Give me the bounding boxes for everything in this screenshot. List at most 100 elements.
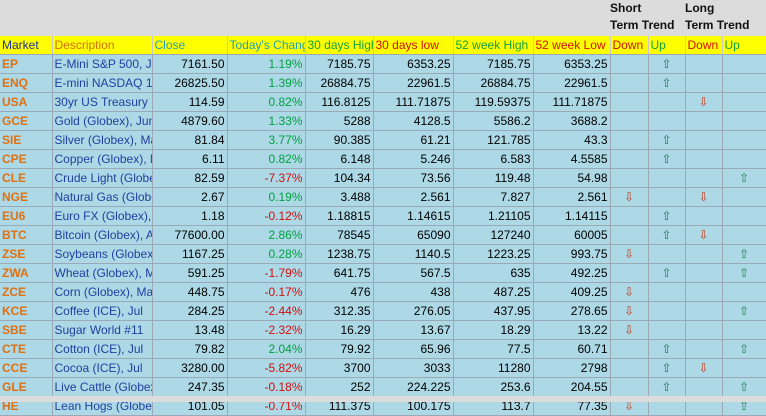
high-52-cell[interactable]: 18.29: [453, 320, 534, 340]
table-row[interactable]: GCE Gold (Globex), Jun 4879.60 1.33% 5288 412…: [0, 111, 766, 131]
high-30-cell[interactable]: 104.34: [305, 168, 374, 188]
high-30-cell[interactable]: 79.92: [305, 339, 374, 359]
description-cell[interactable]: Silver (Globex), May: [52, 130, 153, 150]
market-code[interactable]: GLE: [0, 377, 53, 397]
close-cell[interactable]: 591.25: [152, 263, 228, 283]
header-close[interactable]: Close: [152, 36, 228, 55]
low-30-cell[interactable]: 61.21: [373, 130, 454, 150]
close-cell[interactable]: 82.59: [152, 168, 228, 188]
high-30-cell[interactable]: 3700: [305, 358, 374, 378]
market-code[interactable]: USA: [0, 92, 53, 112]
table-row[interactable]: SBE Sugar World #11 13.48 -2.32% 16.29 13.67 1…: [0, 320, 766, 340]
low-30-cell[interactable]: 73.56: [373, 168, 454, 188]
description-cell[interactable]: Gold (Globex), Jun: [52, 111, 153, 131]
low-52-cell[interactable]: 13.22: [533, 320, 611, 340]
high-30-cell[interactable]: 1.18815: [305, 206, 374, 226]
low-30-cell[interactable]: 1.14615: [373, 206, 454, 226]
market-code[interactable]: CTE: [0, 339, 53, 359]
table-row[interactable]: CTE Cotton (ICE), Jul 79.82 2.04% 79.92 65.96…: [0, 339, 766, 359]
close-cell[interactable]: 81.84: [152, 130, 228, 150]
market-code[interactable]: ENQ: [0, 73, 53, 93]
high-30-cell[interactable]: 312.35: [305, 301, 374, 321]
low-30-cell[interactable]: 65.96: [373, 339, 454, 359]
close-cell[interactable]: 6.11: [152, 149, 228, 169]
close-cell[interactable]: 1.18: [152, 206, 228, 226]
market-code[interactable]: ZCE: [0, 282, 53, 302]
high-30-cell[interactable]: 6.148: [305, 149, 374, 169]
close-cell[interactable]: 4879.60: [152, 111, 228, 131]
description-cell[interactable]: Live Cattle (Globex): [52, 377, 153, 397]
low-30-cell[interactable]: 111.71875: [373, 92, 454, 112]
header-market[interactable]: Market: [0, 36, 53, 55]
change-cell[interactable]: -2.32%: [227, 320, 306, 340]
low-30-cell[interactable]: 438: [373, 282, 454, 302]
high-52-cell[interactable]: 1.21105: [453, 206, 534, 226]
market-code[interactable]: ZWA: [0, 263, 53, 283]
header-description[interactable]: Description: [52, 36, 153, 55]
market-code[interactable]: SBE: [0, 320, 53, 340]
low-30-cell[interactable]: 13.67: [373, 320, 454, 340]
low-52-cell[interactable]: 409.25: [533, 282, 611, 302]
high-30-cell[interactable]: 26884.75: [305, 73, 374, 93]
header-30-days-low[interactable]: 30 days low: [373, 36, 454, 55]
table-row[interactable]: KCE Coffee (ICE), Jul 284.25 -2.44% 312.35 27…: [0, 301, 766, 321]
high-52-cell[interactable]: 77.5: [453, 339, 534, 359]
description-cell[interactable]: E-mini NASDAQ 100: [52, 73, 153, 93]
table-row[interactable]: ZCE Corn (Globex), May 448.75 -0.17% 476 438 4…: [0, 282, 766, 302]
description-cell[interactable]: 30yr US Treasury Bond: [52, 92, 153, 112]
close-cell[interactable]: 114.59: [152, 92, 228, 112]
description-cell[interactable]: Euro FX (Globex), Jun: [52, 206, 153, 226]
description-cell[interactable]: Corn (Globex), May: [52, 282, 153, 302]
high-52-cell[interactable]: 6.583: [453, 149, 534, 169]
table-row[interactable]: EPE-Mini S&P 500, Jun7161.501.19%7185.75…: [0, 54, 766, 74]
low-52-cell[interactable]: 43.3: [533, 130, 611, 150]
description-cell[interactable]: Coffee (ICE), Jul: [52, 301, 153, 321]
low-52-cell[interactable]: 2.561: [533, 187, 611, 207]
high-52-cell[interactable]: 1223.25: [453, 244, 534, 264]
change-cell[interactable]: -0.12%: [227, 206, 306, 226]
change-cell[interactable]: 1.33%: [227, 111, 306, 131]
low-52-cell[interactable]: 1.14115: [533, 206, 611, 226]
description-cell[interactable]: Wheat (Globex), May: [52, 263, 153, 283]
low-52-cell[interactable]: 60.71: [533, 339, 611, 359]
change-cell[interactable]: -2.44%: [227, 301, 306, 321]
close-cell[interactable]: 284.25: [152, 301, 228, 321]
close-cell[interactable]: 77600.00: [152, 225, 228, 245]
header-short-term-up[interactable]: Up: [648, 36, 686, 55]
header-52-week-high[interactable]: 52 week High: [453, 36, 534, 55]
low-52-cell[interactable]: 6353.25: [533, 54, 611, 74]
market-code[interactable]: CPE: [0, 149, 53, 169]
low-30-cell[interactable]: 65090: [373, 225, 454, 245]
change-cell[interactable]: 1.39%: [227, 73, 306, 93]
high-52-cell[interactable]: 127240: [453, 225, 534, 245]
low-30-cell[interactable]: 4128.5: [373, 111, 454, 131]
high-30-cell[interactable]: 1238.75: [305, 244, 374, 264]
change-cell[interactable]: 2.04%: [227, 339, 306, 359]
high-52-cell[interactable]: 11280: [453, 358, 534, 378]
low-52-cell[interactable]: 3688.2: [533, 111, 611, 131]
high-52-cell[interactable]: 119.48: [453, 168, 534, 188]
high-30-cell[interactable]: 16.29: [305, 320, 374, 340]
low-52-cell[interactable]: 492.25: [533, 263, 611, 283]
close-cell[interactable]: 26825.50: [152, 73, 228, 93]
description-cell[interactable]: Cocoa (ICE), Jul: [52, 358, 153, 378]
low-30-cell[interactable]: 567.5: [373, 263, 454, 283]
high-52-cell[interactable]: 253.6: [453, 377, 534, 397]
close-cell[interactable]: 1167.25: [152, 244, 228, 264]
high-30-cell[interactable]: 116.8125: [305, 92, 374, 112]
header-short-term-down[interactable]: Down: [610, 36, 649, 55]
description-cell[interactable]: Bitcoin (Globex), Apr: [52, 225, 153, 245]
low-52-cell[interactable]: 4.5585: [533, 149, 611, 169]
close-cell[interactable]: 3280.00: [152, 358, 228, 378]
low-30-cell[interactable]: 1140.5: [373, 244, 454, 264]
table-row[interactable]: GLE Live Cattle (Globex) 247.35 -0.18% 252 22…: [0, 377, 766, 397]
high-30-cell[interactable]: 252: [305, 377, 374, 397]
description-cell[interactable]: Soybeans (Globex), May: [52, 244, 153, 264]
description-cell[interactable]: E-Mini S&P 500, Jun: [52, 54, 153, 74]
